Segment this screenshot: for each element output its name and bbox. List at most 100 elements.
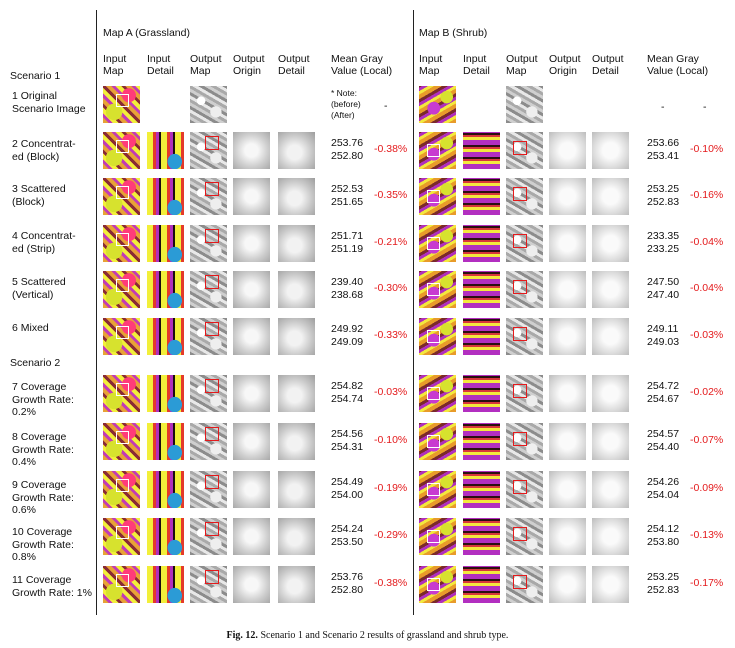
row-label: 7 Coverage Growth Rate: 0.2% [12,381,74,418]
panel-title-b: Map B (Shrub) [419,27,488,39]
row-label: 10 Coverage Growth Rate: 0.8% [12,526,74,563]
output-detail-image [278,271,315,308]
value-before: 254.57 [647,428,680,440]
col-header-mean-gray: Mean Gray Value (Local) [331,53,393,77]
input-map-image-b [419,271,456,308]
selection-box [427,435,440,448]
input-map-image-b [419,423,456,460]
value-after: 253.80 [647,536,680,548]
input-map-image [103,225,140,262]
output-map-image-b [506,518,543,555]
output-map-image [190,375,227,412]
selection-box [116,383,129,396]
output-map-image-b [506,471,543,508]
input-detail-image-b [463,518,500,555]
caption-text: Scenario 1 and Scenario 2 results of gra… [260,630,509,641]
input-map-image-b [419,318,456,355]
input-detail-image-b [463,271,500,308]
output-map-image-b [506,423,543,460]
highlight-box [205,522,219,536]
output-map-image [190,86,227,123]
highlight-box [205,379,219,393]
percent-change: -0.10% [690,143,724,155]
input-map-image-b [419,518,456,555]
input-detail-image-b [463,471,500,508]
col-header-input-map-b: Input Map [419,53,443,77]
output-detail-image-b [592,225,629,262]
highlight-box [513,280,527,294]
output-detail-image-b [592,375,629,412]
input-detail-image-b [463,178,500,215]
input-map-image [103,271,140,308]
col-header-input-detail: Input Detail [147,53,174,77]
value-before: 239.40 [331,276,364,288]
output-map-image [190,518,227,555]
percent-change: -0.35% [374,189,408,201]
output-map-image-b [506,271,543,308]
highlight-box [513,527,527,541]
col-header-input-map: Input Map [103,53,127,77]
dash: - [661,101,665,113]
input-map-image [103,423,140,460]
col-header-output-origin-b: Output Origin [549,53,581,77]
input-map-image [103,518,140,555]
highlight-box [513,187,527,201]
output-detail-image [278,518,315,555]
output-detail-image-b [592,471,629,508]
value-before: 254.26 [647,476,680,488]
percent-change: -0.38% [374,577,408,589]
dash: - [703,101,707,113]
selection-box [116,233,129,246]
percent-change: -0.09% [690,482,724,494]
output-detail-image [278,178,315,215]
selection-box [116,279,129,292]
input-map-image-b [419,566,456,603]
col-header-output-map-b: Output Map [506,53,538,77]
selection-box [427,530,440,543]
value-after: 252.83 [647,196,680,208]
highlight-box [205,229,219,243]
percent-change: -0.33% [374,329,408,341]
output-origin-image-b [549,423,586,460]
highlight-box [205,136,219,150]
input-map-image [103,375,140,412]
value-before: 254.24 [331,523,364,535]
output-origin-image [233,132,270,169]
percent-change: -0.30% [374,282,408,294]
output-detail-image-b [592,423,629,460]
input-detail-image [147,132,184,169]
output-origin-image-b [549,471,586,508]
row-label: 1 Original Scenario Image [12,90,86,115]
col-header-output-origin: Output Origin [233,53,265,77]
value-after: 252.80 [331,150,364,162]
output-map-image-b [506,86,543,123]
value-after: 251.65 [331,196,364,208]
value-before: 253.76 [331,571,364,583]
output-origin-image [233,518,270,555]
percent-change: -0.29% [374,529,408,541]
selection-box [116,186,129,199]
output-origin-image [233,178,270,215]
highlight-box [205,475,219,489]
highlight-box [205,427,219,441]
value-before: 249.11 [647,323,679,335]
percent-change: -0.17% [690,577,724,589]
selection-box [427,483,440,496]
input-detail-image-b [463,225,500,262]
value-after: 252.80 [331,584,364,596]
value-before: 253.66 [647,137,680,149]
output-map-image [190,132,227,169]
selection-box [427,283,440,296]
output-detail-image [278,566,315,603]
output-detail-image-b [592,318,629,355]
output-detail-image-b [592,566,629,603]
output-map-image-b [506,566,543,603]
percent-change: -0.19% [374,482,408,494]
output-origin-image [233,271,270,308]
output-map-image [190,178,227,215]
input-detail-image [147,518,184,555]
input-map-image [103,318,140,355]
col-header-output-detail-b: Output Detail [592,53,624,77]
col-header-mean-gray-b: Mean Gray Value (Local) [647,53,709,77]
output-origin-image-b [549,518,586,555]
